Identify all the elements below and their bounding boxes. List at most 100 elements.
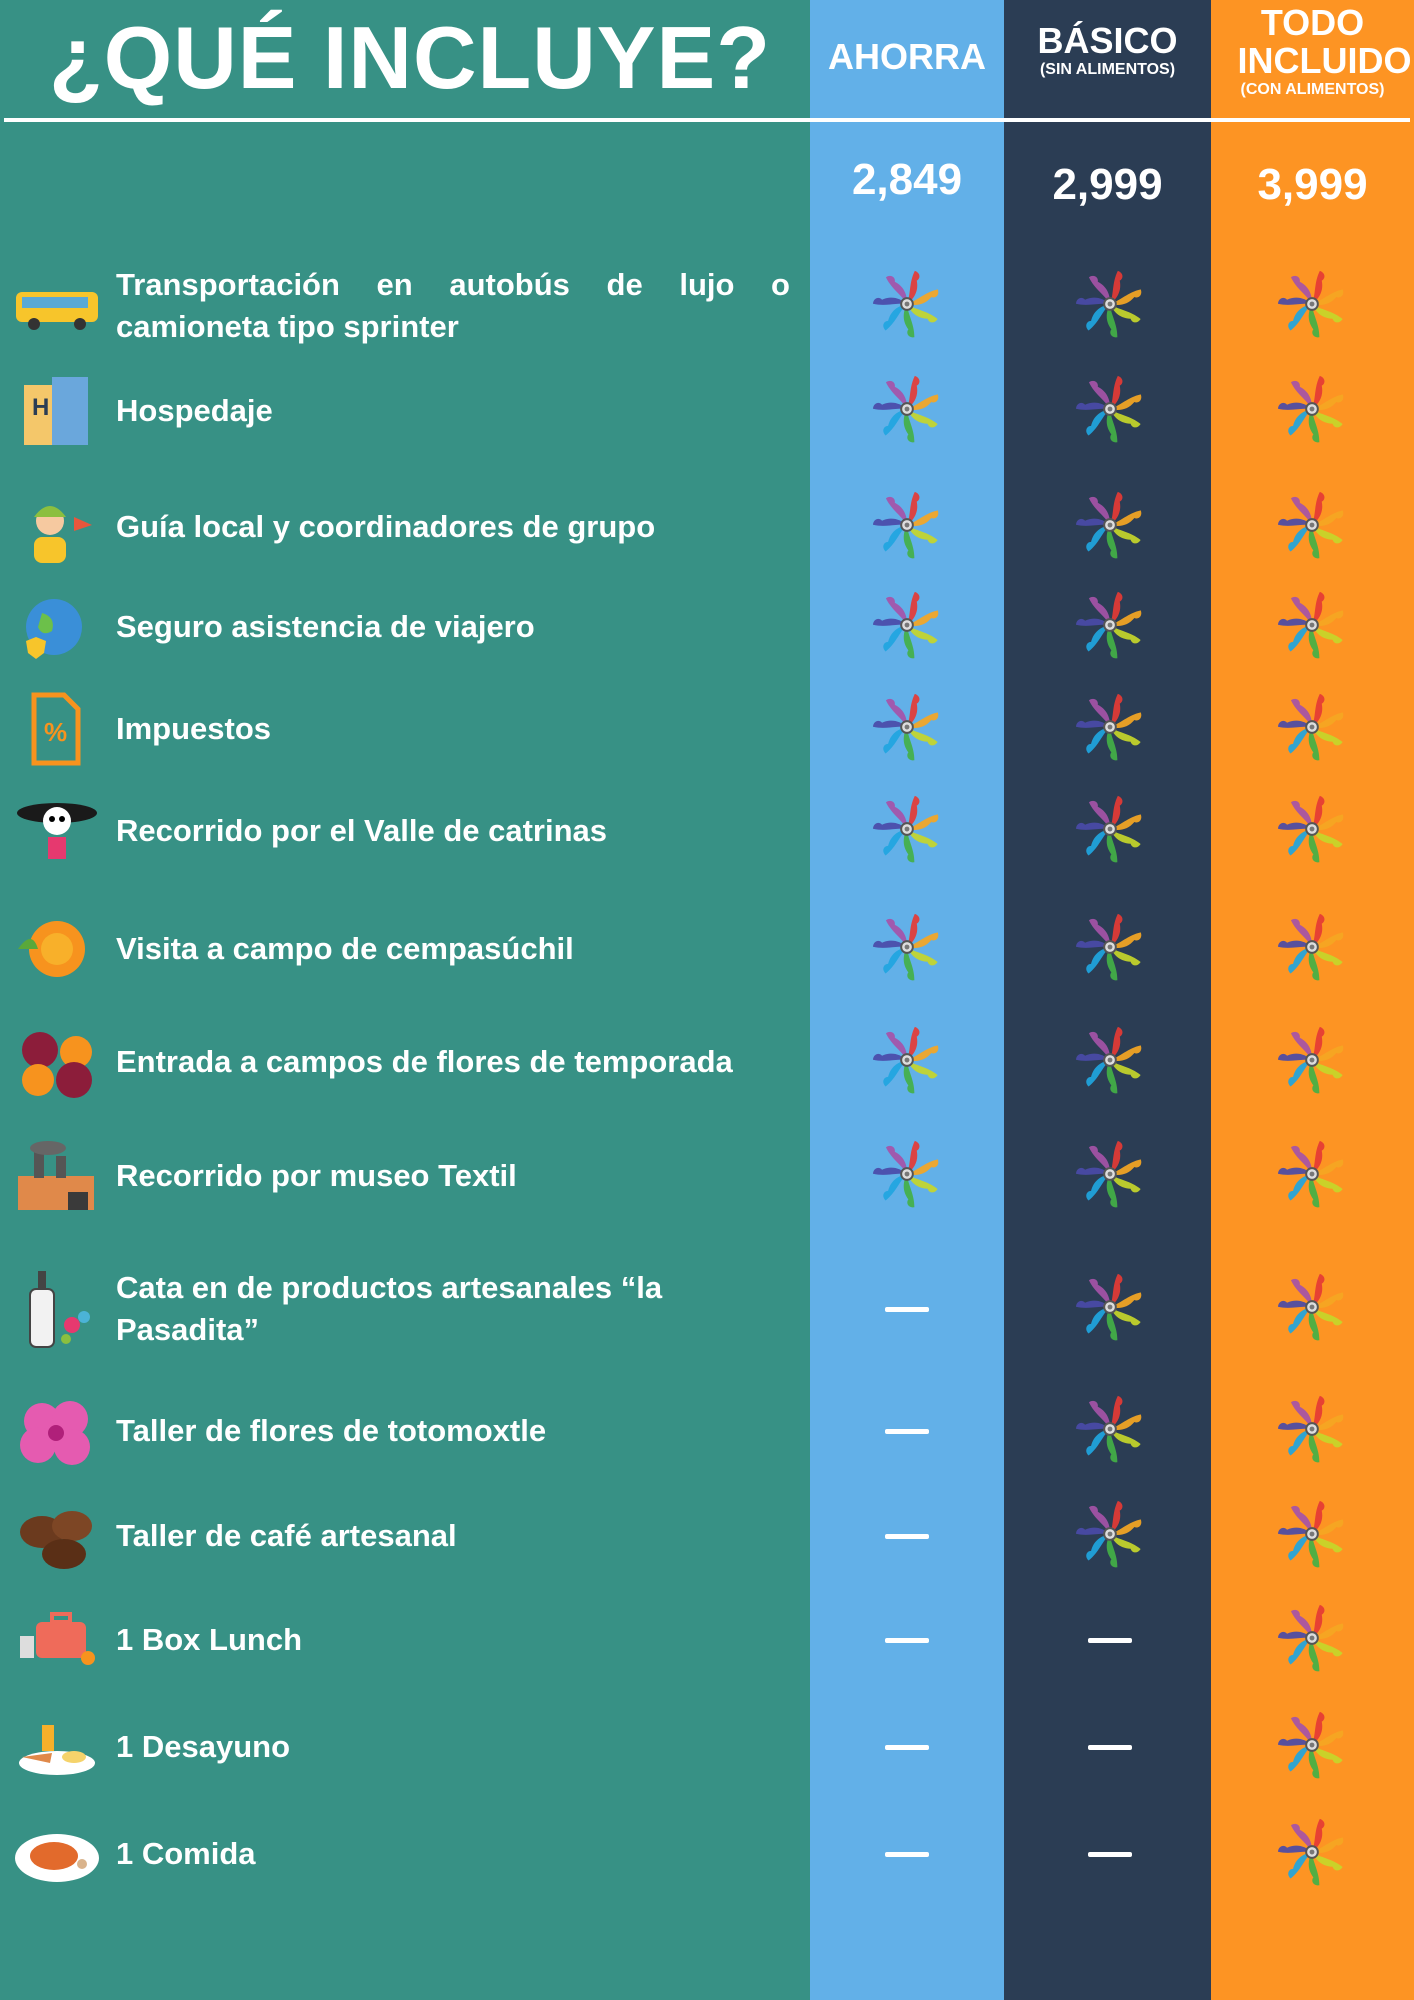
plan-header-todo-incluido: TODO INCLUIDO (CON ALIMENTOS) [1211,4,1414,100]
feature-row: Visita a campo de cempasúchil [0,899,1414,999]
pinwheel-icon [1071,1021,1149,1104]
pinwheel-icon [1273,908,1351,991]
cell-ahorra [867,587,947,667]
feature-label: Hospedaje [116,393,273,428]
factory-icon [12,1136,102,1216]
pinwheel-icon [1071,1135,1149,1218]
dash-icon [1088,1744,1132,1750]
cell-ahorra [867,791,947,871]
pinwheel-icon [1071,1268,1149,1351]
coffee-beans-icon [12,1496,102,1576]
feature-label: Guía local y coordinadores de grupo [116,509,656,544]
dash-icon [885,1533,929,1539]
cell-basico [1070,1269,1150,1349]
price-ahorra: 2,849 [851,155,963,204]
pinwheel-icon [1273,1706,1351,1789]
plan-note: (CON ALIMENTOS) [1240,81,1385,98]
cell-basico [1070,1136,1150,1216]
pinwheel-icon [1273,370,1351,453]
cell-basico [1070,1600,1150,1680]
pinwheel-icon [1273,1813,1351,1896]
dash-icon [885,1306,929,1312]
cell-ahorra [867,1600,947,1680]
cell-basico [1070,1496,1150,1576]
feature-row: Taller de flores de totomoxtle [0,1381,1414,1481]
cell-todo-incluido [1272,689,1352,769]
pinwheel-icon [1273,1135,1351,1218]
feature-row: Guía local y coordinadores de grupo [0,477,1414,577]
feature-label: Recorrido por museo Textil [116,1158,517,1193]
pinwheel-icon [1273,486,1351,569]
cell-ahorra [867,909,947,989]
svg-text:%: % [44,717,67,747]
dash-icon [1088,1637,1132,1643]
pinwheel-icon [1071,908,1149,991]
cell-basico [1070,791,1150,871]
pinwheel-icon [1273,1021,1351,1104]
feature-label: 1 Comida [116,1836,256,1871]
pinwheel-icon [1273,265,1351,348]
cell-basico [1070,1022,1150,1102]
feature-row: Entrada a campos de flores de temporada [0,1012,1414,1112]
feature-row: H Hospedaje [0,361,1414,461]
feature-label: 1 Desayuno [116,1729,291,1764]
pinwheel-icon [1273,1268,1351,1351]
pinwheel-icon [1071,790,1149,873]
feature-label: Transportación en autobús de lujo o cami… [116,267,790,344]
breakfast-icon [12,1707,102,1787]
cell-ahorra [867,1814,947,1894]
feature-label: Entrada a campos de flores de temporada [116,1044,733,1079]
feature-label: 1 Box Lunch [116,1622,303,1657]
feature-row: 1 Box Lunch [0,1590,1414,1690]
feature-row: Cata en de productos artesanales “la Pas… [0,1259,1414,1359]
globe-shield-icon [12,587,102,667]
pinwheel-icon [1071,1390,1149,1473]
feature-label: Visita a campo de cempasúchil [116,931,574,966]
pinwheel-icon [868,586,946,669]
cell-todo-incluido [1272,1136,1352,1216]
header-divider [4,118,1410,122]
pinwheel-icon [868,790,946,873]
plan-note: (SIN ALIMENTOS) [1039,61,1176,78]
cell-basico [1070,371,1150,451]
dash-icon [1088,1851,1132,1857]
page-title: ¿QUÉ INCLUYE? [49,8,771,107]
hotel-icon: H [12,371,102,451]
feature-label: Cata en de productos artesanales “la Pas… [116,1270,663,1347]
cell-todo-incluido [1272,1707,1352,1787]
pinwheel-icon [1071,688,1149,771]
lunchbox-icon [12,1600,102,1680]
feature-row: 1 Comida [0,1804,1414,1904]
tax-document-icon: % [12,689,102,769]
bottle-icon [12,1269,102,1349]
pinwheel-icon [1273,688,1351,771]
cell-ahorra [867,487,947,567]
dash-icon [885,1851,929,1857]
pinwheel-icon [868,688,946,771]
cell-todo-incluido [1272,1391,1352,1471]
plan-name: AHORRA [828,36,986,77]
cell-basico [1070,1707,1150,1787]
cell-todo-incluido [1272,1496,1352,1576]
pinwheel-icon [868,486,946,569]
cell-basico [1070,689,1150,769]
pinwheel-icon [1071,370,1149,453]
price-todo-incluido: 3,999 [1257,160,1368,209]
guide-icon [12,487,102,567]
pinwheel-icon [1071,265,1149,348]
cell-basico [1070,1814,1150,1894]
cell-ahorra [867,1391,947,1471]
feature-row: 1 Desayuno [0,1697,1414,1797]
cell-ahorra [867,689,947,769]
steak-plate-icon [12,1814,102,1894]
feature-label: Taller de flores de totomoxtle [116,1413,547,1448]
svg-text:H: H [32,394,49,421]
cell-todo-incluido [1272,791,1352,871]
cell-basico [1070,487,1150,567]
hibiscus-icon [12,1391,102,1471]
column-basico [1004,0,1211,2000]
plan-header-ahorra: AHORRA [810,38,1004,76]
plan-name: BÁSICO [1037,20,1178,61]
cell-todo-incluido [1272,587,1352,667]
cell-basico [1070,1391,1150,1471]
